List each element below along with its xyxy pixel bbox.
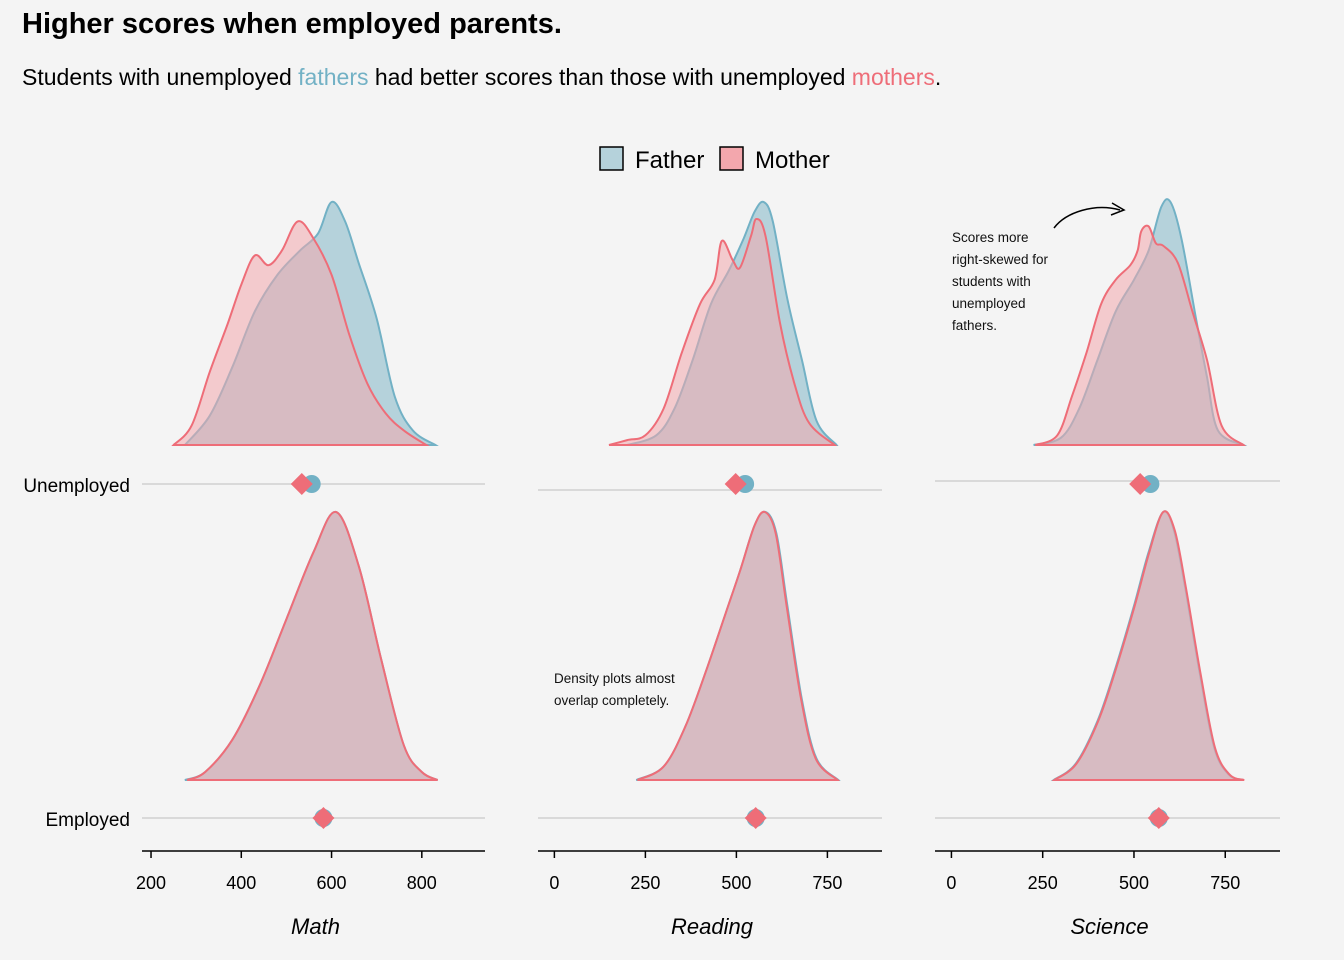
- legend-label-mother: Mother: [755, 147, 830, 174]
- point-mother: [312, 807, 335, 829]
- tick-label: 200: [136, 873, 166, 893]
- row-employed: [142, 511, 485, 829]
- tick-label: 250: [1028, 873, 1058, 893]
- row-employed: [935, 510, 1280, 829]
- point-mother: [290, 473, 313, 495]
- tick-label: 0: [549, 873, 559, 893]
- legend-swatch-father: [599, 146, 624, 171]
- point-mother: [724, 473, 747, 495]
- row-label-unemployed: Unemployed: [23, 476, 130, 497]
- x-axis-math: 200 400 600 800 Math: [136, 850, 485, 939]
- annotation-line: fathers.: [952, 318, 997, 333]
- tick-label: 600: [317, 873, 347, 893]
- facet-panels: 200 400 600 800 Math 0 250 500 750 Reading 0 250 500…: [136, 198, 1280, 939]
- density-mother: [171, 220, 430, 446]
- row-labels: Unemployed Employed: [23, 476, 130, 831]
- legend-label-father: Father: [635, 147, 704, 174]
- density-mother: [636, 510, 841, 781]
- facet-science: 0 250 500 750 Science: [935, 198, 1280, 939]
- row-unemployed: [935, 198, 1280, 495]
- annotation-line: overlap completely.: [554, 693, 669, 708]
- legend: Father Mother: [599, 146, 830, 174]
- tick-label: 0: [946, 873, 956, 893]
- density-mother: [1051, 510, 1245, 781]
- annotation-arrow: [1053, 206, 1121, 229]
- x-axis-science: 0 250 500 750 Science: [935, 850, 1280, 939]
- tick-label: 750: [1210, 873, 1240, 893]
- annotation-line: unemployed: [952, 296, 1026, 311]
- subtitle-middle: had better scores than those with unempl…: [368, 64, 852, 90]
- subtitle-fathers: fathers: [298, 64, 369, 90]
- tick-label: 800: [407, 873, 437, 893]
- facet-reading: 0 250 500 750 Reading: [538, 200, 882, 939]
- point-mother: [744, 807, 767, 829]
- annotation-arrowhead: [1110, 202, 1126, 216]
- annotation-line: Density plots almost: [554, 671, 675, 686]
- tick-label: 250: [630, 873, 660, 893]
- legend-swatch-mother: [719, 146, 744, 171]
- annotation-line: students with: [952, 274, 1031, 289]
- facet-label: Science: [1070, 914, 1148, 939]
- annotation-line: Scores more: [952, 230, 1029, 245]
- tick-label: 400: [226, 873, 256, 893]
- x-axis-reading: 0 250 500 750 Reading: [538, 850, 882, 939]
- point-mother: [1129, 473, 1152, 495]
- density-mother: [608, 217, 838, 446]
- chart-title: Higher scores when employed parents.: [22, 8, 562, 40]
- chart-subtitle: Students with unemployed fathers had bet…: [22, 64, 941, 91]
- density-mother: [1034, 224, 1247, 446]
- density-mother: [186, 511, 439, 781]
- annotation-science: Scores more right-skewed for students with…: [952, 202, 1126, 333]
- facet-math: 200 400 600 800 Math: [136, 200, 485, 939]
- annotation-reading: Density plots almost overlap completely.: [554, 671, 675, 708]
- facet-label: Reading: [671, 914, 754, 939]
- subtitle-mothers: mothers: [851, 64, 935, 90]
- annotations: Scores more right-skewed for students with…: [554, 202, 1126, 708]
- tick-label: 750: [812, 873, 842, 893]
- tick-label: 500: [1119, 873, 1149, 893]
- row-employed: [538, 510, 882, 829]
- annotation-line: right-skewed for: [952, 252, 1049, 267]
- row-unemployed: [142, 200, 485, 495]
- row-label-employed: Employed: [46, 810, 131, 831]
- tick-label: 500: [721, 873, 751, 893]
- point-mother: [1147, 807, 1170, 829]
- facet-label: Math: [291, 914, 340, 939]
- subtitle-suffix: .: [934, 64, 942, 90]
- row-unemployed: [538, 200, 882, 495]
- subtitle-prefix: Students with unemployed: [22, 64, 299, 90]
